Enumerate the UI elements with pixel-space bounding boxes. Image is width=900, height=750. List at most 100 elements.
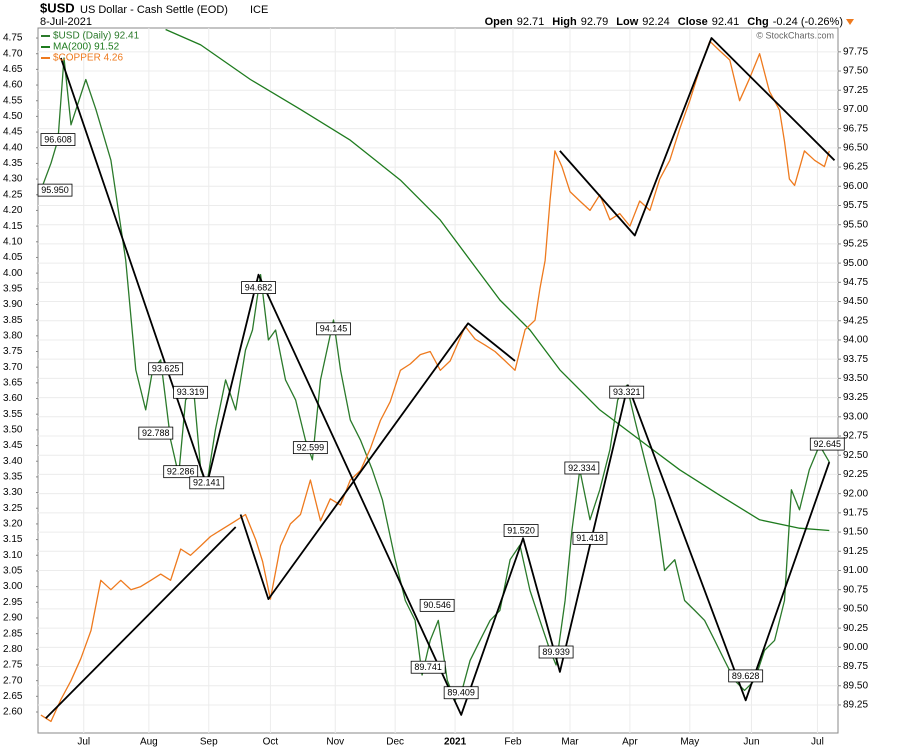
annotation: 93.319 xyxy=(173,385,208,399)
y2-tick-label: 97.75 xyxy=(843,46,868,57)
quote-label: Chg xyxy=(747,16,768,28)
y-tick-label: 4.40 xyxy=(3,142,23,153)
annotation-box xyxy=(316,322,351,336)
y-tick-label: 4.15 xyxy=(3,221,23,232)
y2-tick-label: 95.75 xyxy=(843,200,868,211)
annotation-box xyxy=(503,524,539,537)
annotation-box xyxy=(609,385,645,399)
quote-value: -0.24 (-0.26%) xyxy=(773,16,843,28)
y2-tick-label: 89.75 xyxy=(843,661,868,672)
y-tick-label: 4.35 xyxy=(3,158,23,169)
x-tick-label: Jun xyxy=(743,737,759,748)
x-tick-label: Jul xyxy=(811,737,824,748)
x-tick-label: Apr xyxy=(622,737,638,748)
x-tick-label: May xyxy=(680,737,699,748)
annotation-label: 92.788 xyxy=(142,428,170,438)
y-tick-label: 3.20 xyxy=(3,519,23,530)
y2-tick-label: 94.75 xyxy=(843,277,868,288)
annotation-box xyxy=(419,598,455,612)
y-tick-label: 3.85 xyxy=(3,315,23,326)
y2-tick-label: 93.25 xyxy=(843,392,868,403)
annotation-label: 93.321 xyxy=(613,387,641,397)
annotation-box xyxy=(443,686,479,700)
y-tick-label: 3.95 xyxy=(3,283,23,294)
x-tick-label: Sep xyxy=(200,737,218,748)
y-tick-label: 2.65 xyxy=(3,691,23,702)
y-tick-label: 3.80 xyxy=(3,330,23,341)
annotation: 96.608 xyxy=(40,133,76,146)
series-line xyxy=(165,28,830,532)
y-tick-label: 2.70 xyxy=(3,675,23,686)
annotation-label: 95.950 xyxy=(41,185,69,195)
annotation: 89.409 xyxy=(443,686,479,700)
trend-line xyxy=(559,37,836,237)
chart-subtitle: US Dollar - Cash Settle (EOD) xyxy=(80,4,228,16)
y-tick-label: 3.65 xyxy=(3,377,23,388)
y2-tick-label: 92.25 xyxy=(843,469,868,480)
annotation: 89.741 xyxy=(410,660,446,674)
trend-line xyxy=(60,57,831,716)
y-tick-label: 2.90 xyxy=(3,613,23,624)
y-tick-label: 3.10 xyxy=(3,550,23,561)
annotation-box xyxy=(538,645,574,659)
annotation: 91.418 xyxy=(572,531,608,545)
plot-frame xyxy=(37,27,839,734)
y2-tick-label: 91.00 xyxy=(843,565,868,576)
exchange: ICE xyxy=(250,4,268,16)
watermark: © StockCharts.com xyxy=(756,30,834,40)
y2-tick-label: 95.25 xyxy=(843,239,868,250)
quote-value: 92.41 xyxy=(712,16,740,28)
y-tick-label: 3.55 xyxy=(3,409,23,420)
quote-value: 92.24 xyxy=(642,16,670,28)
y2-tick-label: 90.00 xyxy=(843,642,868,653)
annotation-label: 96.608 xyxy=(44,134,72,144)
y-tick-label: 3.90 xyxy=(3,299,23,310)
x-tick-label: Nov xyxy=(326,737,344,748)
y2-tick-label: 93.50 xyxy=(843,373,868,384)
y-tick-label: 2.60 xyxy=(3,707,23,718)
y2-tick-label: 92.75 xyxy=(843,431,868,442)
date: 8-Jul-2021 xyxy=(40,16,92,28)
quote-value: 92.71 xyxy=(517,16,545,28)
annotation-label: 92.334 xyxy=(568,463,596,473)
y-tick-label: 3.60 xyxy=(3,393,23,404)
y2-tick-label: 96.75 xyxy=(843,123,868,134)
y-tick-label: 2.85 xyxy=(3,628,23,639)
annotation-label: 92.286 xyxy=(167,467,195,477)
y-tick-label: 4.00 xyxy=(3,268,23,279)
annotation: 94.682 xyxy=(241,281,276,294)
annotation-box xyxy=(173,385,208,399)
y2-tick-label: 90.50 xyxy=(843,604,868,615)
annotation-label: 94.682 xyxy=(245,282,273,292)
annotation: 92.334 xyxy=(564,461,600,475)
y-tick-label: 4.60 xyxy=(3,80,23,91)
annotation: 94.145 xyxy=(316,322,351,336)
y-tick-label: 4.75 xyxy=(3,33,23,44)
series-line xyxy=(40,40,830,723)
quote-label: Open xyxy=(485,16,513,28)
y-tick-label: 3.00 xyxy=(3,581,23,592)
annotation-box xyxy=(292,441,328,455)
annotation-label: 89.939 xyxy=(542,647,570,657)
x-tick-label: Mar xyxy=(561,737,579,748)
y-tick-label: 2.80 xyxy=(3,644,23,655)
x-tick-label: Dec xyxy=(386,737,404,748)
annotation: 93.321 xyxy=(609,385,645,399)
annotation-label: 92.141 xyxy=(193,478,221,488)
annotation: 93.625 xyxy=(148,362,184,376)
y2-tick-label: 96.25 xyxy=(843,162,868,173)
annotation-box xyxy=(148,362,184,376)
x-tick-label: 2021 xyxy=(444,737,467,748)
y-tick-label: 3.35 xyxy=(3,472,23,483)
annotation: 89.939 xyxy=(538,645,574,659)
annotation-label: 90.546 xyxy=(423,600,451,610)
y-tick-label: 3.15 xyxy=(3,534,23,545)
change-arrow xyxy=(846,19,854,25)
annotation: 89.628 xyxy=(728,669,764,683)
y2-tick-label: 93.00 xyxy=(843,411,868,422)
y2-tick-label: 95.50 xyxy=(843,219,868,230)
y-tick-label: 4.25 xyxy=(3,189,23,200)
annotation: 91.520 xyxy=(503,524,539,537)
y-tick-label: 2.95 xyxy=(3,597,23,608)
